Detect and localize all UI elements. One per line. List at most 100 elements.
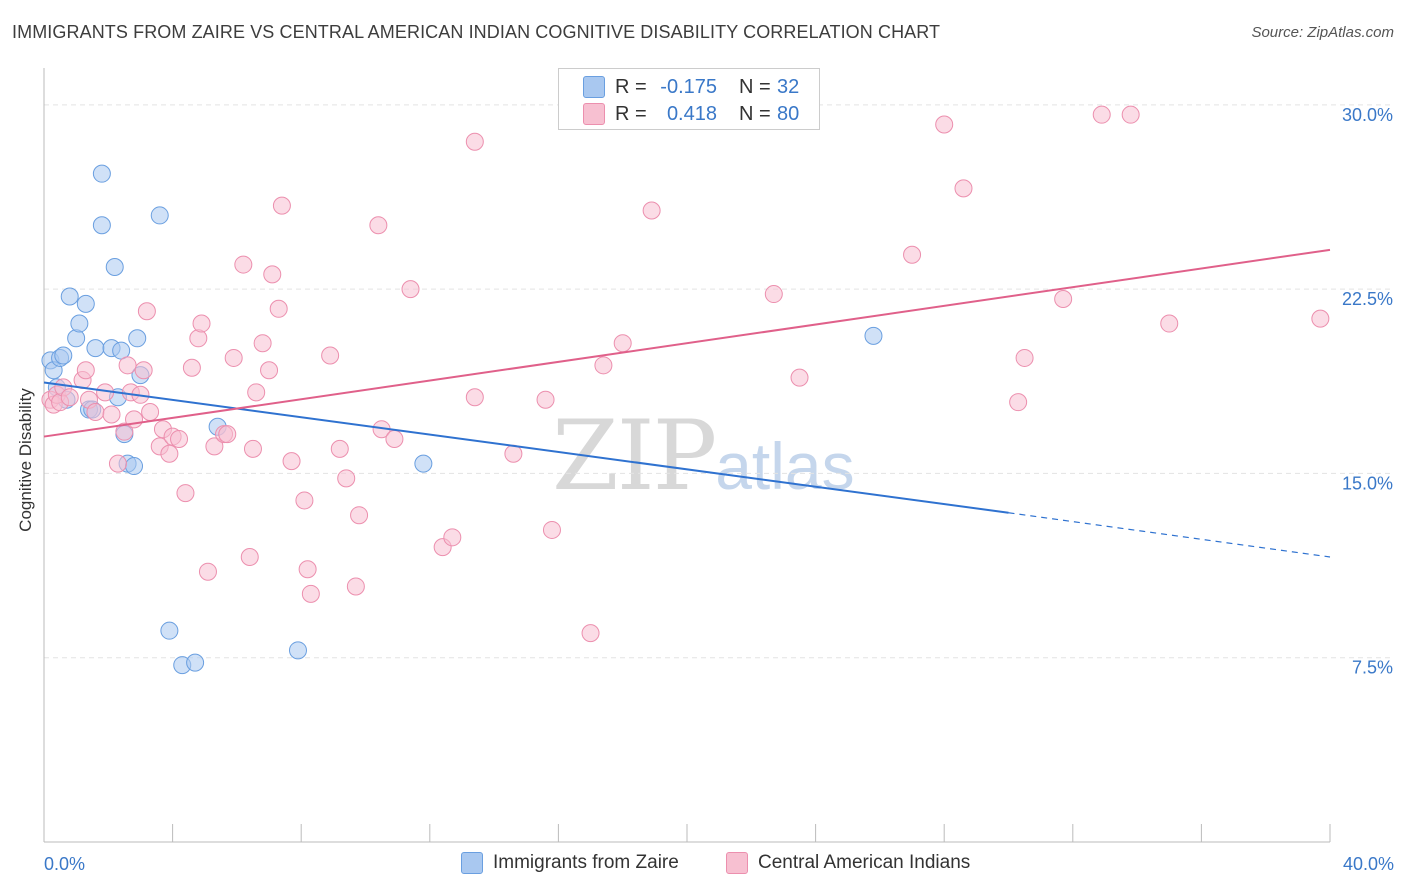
data-point-pink [581,624,600,643]
series-legend: Immigrants from Zaire Central American I… [0,852,1406,876]
data-point-pink [542,520,561,539]
data-point-blue [105,258,124,277]
data-point-pink [1009,393,1028,412]
data-point-blue [60,287,79,306]
data-point-pink [1015,348,1034,367]
data-point-pink [330,439,349,458]
data-point-blue [76,294,95,313]
data-point-pink [443,528,462,547]
data-point-blue [67,329,86,348]
trend-line-blue [43,381,1009,514]
legend-row-central-american: R = 0.418 N = 80 [559,100,799,128]
data-point-pink [282,452,301,471]
data-point-pink [1054,289,1073,308]
data-point-pink [234,255,253,274]
data-point-blue [92,164,111,183]
data-point-pink [76,361,95,380]
data-point-pink [260,361,279,380]
data-point-pink [295,491,314,510]
x-tick-label: 0.0% [44,854,85,874]
legend-r-label: R = [615,102,647,125]
legend-swatch-pink [583,103,605,125]
data-point-blue [414,454,433,473]
data-point-pink [205,437,224,456]
data-point-pink [504,444,523,463]
data-point-blue [54,346,73,365]
legend-n-label: N = [739,75,771,98]
data-point-pink [465,132,484,151]
legend-n-value: 32 [777,75,800,98]
chart-title: IMMIGRANTS FROM ZAIRE VS CENTRAL AMERICA… [12,22,941,42]
legend-swatch-blue [583,76,605,98]
data-point-pink [263,265,282,284]
data-point-pink [170,430,189,449]
y-tick-label: 22.5% [1342,289,1393,309]
data-point-pink [137,302,156,321]
data-point-pink [86,403,105,421]
y-axis-label: Cognitive Disability [16,388,35,532]
data-point-pink [240,547,259,566]
data-point-pink [182,358,201,377]
data-point-pink [321,346,340,365]
data-point-blue [125,457,144,476]
data-point-pink [401,280,420,299]
data-point-pink [192,314,211,333]
data-point-pink [102,405,121,424]
legend-r-value: 0.418 [666,102,717,125]
data-point-pink [247,383,266,402]
data-point-pink [115,422,134,441]
legend-row-zaire: R = -0.175 N = 32 [559,73,799,101]
data-point-pink [198,562,217,581]
data-point-pink [118,356,137,375]
legend-r-label: R = [615,75,647,98]
stats-legend: R = -0.175 N = 32 R = 0.418 N = 80 [558,68,820,130]
data-point-pink [301,584,320,603]
data-point-pink [1311,309,1330,328]
data-point-pink [253,334,272,353]
data-point-pink [1121,105,1140,124]
data-point-pink [1160,314,1179,333]
data-point-pink [337,469,356,488]
data-point-pink [108,454,127,473]
series-label-zaire: Immigrants from Zaire [493,852,679,873]
data-point-pink [369,216,388,235]
trend-line-pink [43,248,1331,438]
data-point-pink [465,388,484,407]
series-legend-central-american[interactable]: Central American Indians [726,852,970,874]
data-point-pink [954,179,973,198]
data-point-pink [594,356,613,375]
series-swatch-pink [726,852,748,874]
data-point-blue [150,206,169,225]
data-point-pink [243,439,262,458]
data-point-pink [141,403,160,421]
y-tick-label: 30.0% [1342,105,1393,125]
data-point-pink [346,577,365,596]
data-point-pink [224,348,243,367]
series-label-central-american: Central American Indians [758,852,971,873]
data-point-pink [176,484,195,503]
watermark-zip: ZIP [552,400,717,512]
data-point-pink [536,390,555,409]
data-point-blue [160,621,179,640]
watermark: ZIPatlas [552,400,855,512]
data-point-pink [935,115,954,134]
data-point-pink [385,430,404,449]
watermark-atlas: atlas [715,429,855,503]
data-point-pink [903,245,922,264]
data-point-pink [134,361,153,380]
source-label: Source: ZipAtlas.com [1251,24,1394,41]
data-point-pink [189,329,208,348]
series-legend-zaire[interactable]: Immigrants from Zaire [461,852,679,874]
legend-r-value: -0.175 [660,75,717,98]
data-point-blue [70,314,89,333]
data-point-pink [60,388,79,407]
data-point-pink [1092,105,1111,124]
y-tick-label: 7.5% [1352,658,1393,678]
legend-n-label: N = [739,102,771,125]
data-point-pink [218,425,237,444]
data-point-blue [864,326,883,345]
series-swatch-blue [461,852,483,874]
data-point-blue [288,641,307,660]
y-tick-label: 15.0% [1342,473,1393,493]
